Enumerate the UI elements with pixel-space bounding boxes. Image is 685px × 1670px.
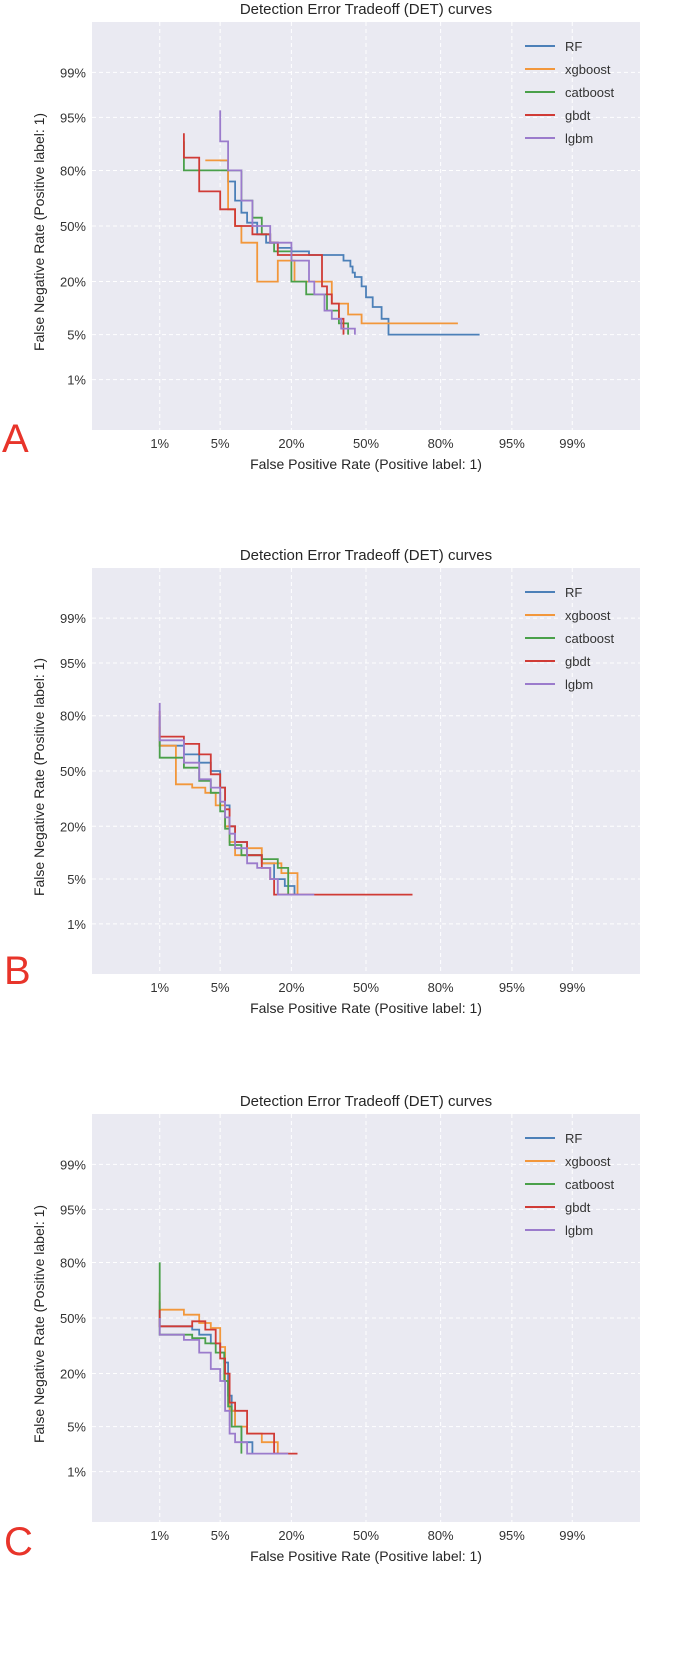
series-line-lgbm <box>158 702 315 896</box>
x-tick-label: 99% <box>559 436 585 451</box>
x-tick-label: 5% <box>211 436 230 451</box>
chart-title: Detection Error Tradeoff (DET) curves <box>240 1093 492 1110</box>
legend-label-catboost: catboost <box>565 85 615 100</box>
legend-label-xgboost: xgboost <box>565 62 611 77</box>
legend-label-gbdt: gbdt <box>565 654 591 669</box>
legend-label-rf: RF <box>565 1131 582 1146</box>
y-tick-label: 95% <box>60 110 86 125</box>
y-axis-label: False Negative Rate (Positive label: 1) <box>31 113 47 351</box>
series-line-catboost <box>158 736 290 895</box>
panel-label: B <box>4 949 31 993</box>
chart-panel-b: Detection Error Tradeoff (DET) curves 1% 5… <box>4 547 640 1016</box>
legend-label-catboost: catboost <box>565 631 615 646</box>
legend-label-rf: RF <box>565 585 582 600</box>
y-tick-label: 50% <box>60 1311 86 1326</box>
x-tick-label: 99% <box>559 980 585 995</box>
x-tick-label: 50% <box>353 980 379 995</box>
y-axis-label: False Negative Rate (Positive label: 1) <box>31 658 47 896</box>
y-tick-label: 1% <box>67 917 86 932</box>
x-tick-label: 95% <box>499 980 525 995</box>
chart-panel-c: Detection Error Tradeoff (DET) curves 1% 5… <box>4 1093 640 1564</box>
x-tick-label: 95% <box>499 1528 525 1543</box>
chart-title: Detection Error Tradeoff (DET) curves <box>240 547 492 564</box>
legend-label-gbdt: gbdt <box>565 1200 591 1215</box>
y-tick-label: 99% <box>60 611 86 626</box>
legend-label-xgboost: xgboost <box>565 608 611 623</box>
chart-title: Detection Error Tradeoff (DET) curves <box>240 1 492 18</box>
chart-panel-a: Detection Error Tradeoff (DET) curves 1% 5… <box>2 1 640 472</box>
x-tick-label: 20% <box>278 980 304 995</box>
x-axis-label: False Positive Rate (Positive label: 1) <box>250 1548 482 1564</box>
y-tick-label: 1% <box>67 373 86 388</box>
legend-label-lgbm: lgbm <box>565 677 593 692</box>
legend-label-lgbm: lgbm <box>565 1223 593 1238</box>
y-tick-label: 99% <box>60 65 86 80</box>
x-tick-label: 50% <box>353 436 379 451</box>
y-tick-label: 20% <box>60 1367 86 1382</box>
series-line-gbdt <box>158 1309 298 1455</box>
y-axis-label: False Negative Rate (Positive label: 1) <box>31 1205 47 1443</box>
y-tick-label: 80% <box>60 163 86 178</box>
y-tick-label: 1% <box>67 1465 86 1480</box>
y-tick-label: 50% <box>60 764 86 779</box>
series-line-rf <box>220 159 480 336</box>
series-line-lgbm <box>219 110 356 335</box>
x-tick-label: 1% <box>150 436 169 451</box>
panel-label: A <box>2 417 29 461</box>
x-tick-label: 20% <box>278 436 304 451</box>
y-tick-label: 20% <box>60 275 86 290</box>
y-tick-label: 5% <box>67 328 86 343</box>
y-tick-label: 5% <box>67 1420 86 1435</box>
y-tick-label: 95% <box>60 1202 86 1217</box>
x-tick-label: 95% <box>499 436 525 451</box>
x-tick-label: 5% <box>211 980 230 995</box>
y-tick-label: 80% <box>60 1255 86 1270</box>
x-axis-label: False Positive Rate (Positive label: 1) <box>250 1000 482 1016</box>
x-axis-label: False Positive Rate (Positive label: 1) <box>250 456 482 472</box>
y-tick-label: 95% <box>60 656 86 671</box>
legend-label-lgbm: lgbm <box>565 131 593 146</box>
x-tick-label: 80% <box>428 980 454 995</box>
series-line-xgboost <box>158 726 299 895</box>
x-tick-label: 5% <box>211 1528 230 1543</box>
legend-label-gbdt: gbdt <box>565 108 591 123</box>
y-tick-label: 20% <box>60 819 86 834</box>
x-tick-label: 99% <box>559 1528 585 1543</box>
y-tick-label: 5% <box>67 872 86 887</box>
legend-label-catboost: catboost <box>565 1177 615 1192</box>
x-tick-label: 1% <box>150 980 169 995</box>
y-tick-label: 80% <box>60 709 86 724</box>
x-tick-label: 80% <box>428 436 454 451</box>
y-tick-label: 50% <box>60 219 86 234</box>
x-tick-label: 20% <box>278 1528 304 1543</box>
panel-label: C <box>4 1520 33 1564</box>
series-line-lgbm <box>158 1318 289 1455</box>
x-tick-label: 1% <box>150 1528 169 1543</box>
x-tick-label: 50% <box>353 1528 379 1543</box>
legend-label-rf: RF <box>565 39 582 54</box>
legend-label-xgboost: xgboost <box>565 1154 611 1169</box>
y-tick-label: 99% <box>60 1157 86 1172</box>
x-tick-label: 80% <box>428 1528 454 1543</box>
